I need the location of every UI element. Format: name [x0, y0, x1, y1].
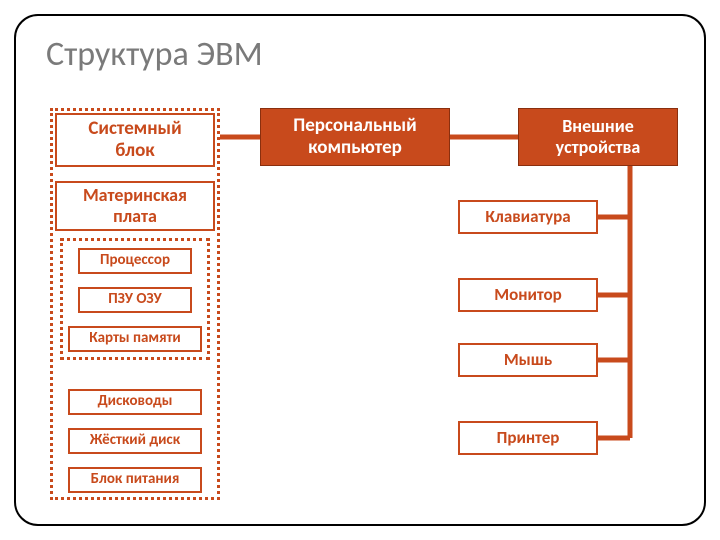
page-title: Структура ЭВМ [46, 34, 263, 75]
node-hdd: Жёсткий диск [68, 428, 202, 454]
node-drives: Дисководы [68, 389, 202, 415]
node-rom-ram: ПЗУ ОЗУ [78, 287, 192, 313]
node-keyboard: Клавиатура [458, 200, 598, 234]
node-mem-cards: Карты памяти [68, 326, 202, 352]
node-external: Внешниеустройства [518, 108, 678, 166]
node-cpu: Процессор [78, 248, 192, 274]
node-mouse: Мышь [458, 343, 598, 377]
node-printer: Принтер [458, 421, 598, 455]
node-system-unit: Системныйблок [55, 113, 215, 167]
node-motherboard: Материнскаяплата [55, 181, 215, 231]
node-psu: Блок питания [68, 467, 202, 493]
node-monitor: Монитор [458, 278, 598, 312]
node-pc: Персональныйкомпьютер [260, 108, 450, 166]
